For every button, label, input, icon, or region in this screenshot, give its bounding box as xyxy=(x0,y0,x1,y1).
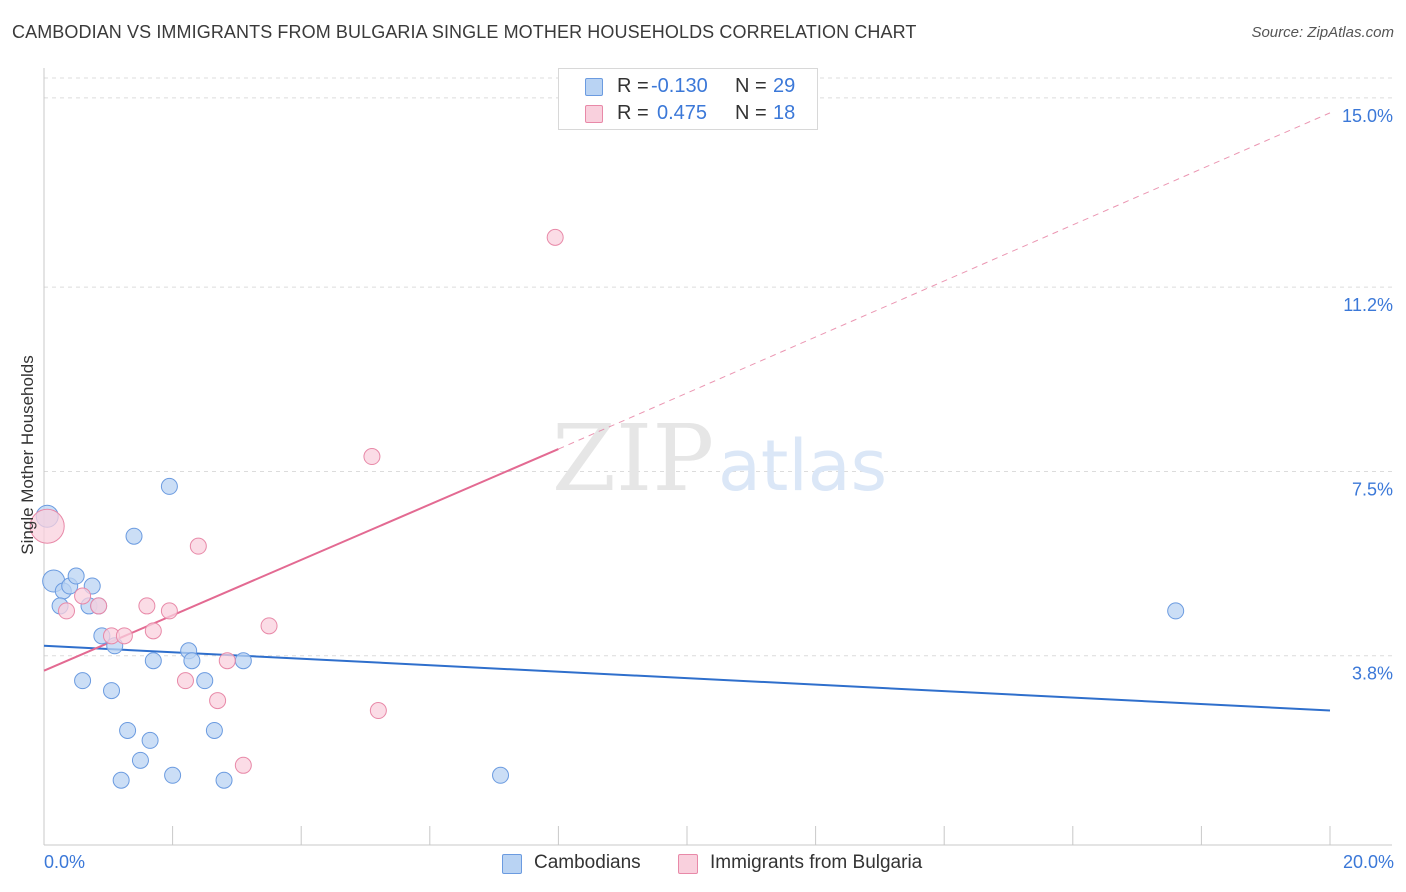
legend-swatch-pink xyxy=(585,105,603,123)
cambodian-point xyxy=(164,766,182,784)
bulgaria-point xyxy=(115,627,133,645)
bulgaria-point xyxy=(369,702,387,720)
bulgaria-point xyxy=(363,448,381,466)
y-tick-label: 7.5% xyxy=(1352,479,1393,499)
n-value: 29 xyxy=(773,75,796,97)
trend-line-cambodians xyxy=(43,644,1331,712)
cambodian-point xyxy=(125,527,143,545)
bulgaria-point xyxy=(138,597,156,615)
bulgaria-point xyxy=(29,508,65,544)
cambodian-point xyxy=(1167,602,1185,620)
y-axis-label: Single Mother Households xyxy=(18,355,37,555)
bulgaria-point xyxy=(546,228,564,246)
cambodian-point xyxy=(183,652,201,670)
watermark: ZIP atlas xyxy=(552,405,887,512)
x-tick-label-min: 0.0% xyxy=(44,852,86,872)
cambodian-point xyxy=(141,731,159,749)
r-label: R = xyxy=(617,75,649,97)
cambodian-point xyxy=(492,766,510,784)
cambodian-point xyxy=(112,771,130,789)
series-legend: Cambodians Immigrants from Bulgaria xyxy=(0,852,1406,878)
legend-swatch-cambodians xyxy=(502,854,522,874)
bulgaria-point xyxy=(260,617,278,635)
watermark-atlas: atlas xyxy=(718,425,887,507)
trend-line-extension xyxy=(558,112,1331,450)
gridlines xyxy=(44,77,1392,657)
chart-title: CAMBODIAN VS IMMIGRANTS FROM BULGARIA SI… xyxy=(12,22,917,42)
legend-label-cambodians: Cambodians xyxy=(534,852,641,873)
bulgaria-point xyxy=(209,692,227,710)
x-tick-label-max: 20.0% xyxy=(1342,852,1394,872)
y-tick-label: 3.8% xyxy=(1352,664,1393,684)
correlation-legend: R = -0.130 N = 29 R = 0.475 N = 18 xyxy=(558,68,818,130)
cambodian-point xyxy=(131,751,149,769)
y-tick-label: 11.2% xyxy=(1343,295,1393,315)
axes xyxy=(43,68,1392,846)
watermark-zip: ZIP xyxy=(552,405,714,512)
y-tick-label: 15.0% xyxy=(1342,106,1393,126)
bulgaria-point xyxy=(90,597,108,615)
source-label: Source: ZipAtlas.com xyxy=(1251,24,1394,41)
cambodian-point xyxy=(205,721,223,739)
cambodian-point xyxy=(215,771,233,789)
legend-swatch-blue xyxy=(585,78,603,96)
r-value: 0.475 xyxy=(657,102,708,124)
bulgaria-point xyxy=(176,672,194,690)
n-value: 18 xyxy=(773,102,796,124)
cambodian-point xyxy=(160,477,178,495)
bulgaria-point xyxy=(234,756,252,774)
legend-label-bulgaria: Immigrants from Bulgaria xyxy=(710,852,923,873)
bulgaria-point xyxy=(189,537,207,555)
cambodian-point xyxy=(196,672,214,690)
r-label: R = xyxy=(617,102,649,124)
cambodian-point xyxy=(74,672,92,690)
bulgaria-point xyxy=(218,652,236,670)
n-label: N = xyxy=(735,75,767,97)
bulgaria-point xyxy=(144,622,162,640)
legend-swatch-bulgaria xyxy=(678,854,698,874)
data-points xyxy=(29,228,1185,789)
r-value: -0.130 xyxy=(651,75,708,97)
bulgaria-point xyxy=(160,602,178,620)
cambodian-point xyxy=(103,682,121,700)
cambodian-point xyxy=(144,652,162,670)
bulgaria-point xyxy=(58,602,76,620)
n-label: N = xyxy=(735,102,767,124)
cambodian-point xyxy=(119,721,137,739)
bulgaria-point xyxy=(74,587,92,605)
cambodian-point xyxy=(67,567,85,585)
cambodian-point xyxy=(234,652,252,670)
y-tick-labels: 3.8% 7.5% 11.2% 15.0% xyxy=(1342,106,1393,684)
